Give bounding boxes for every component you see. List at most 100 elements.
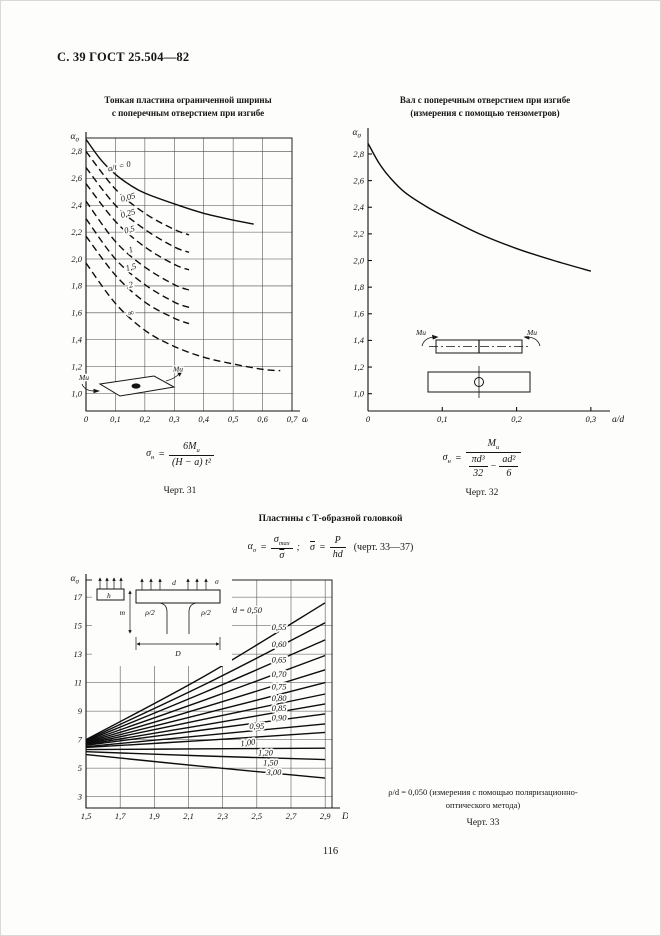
x-tick-label: 2,5 xyxy=(252,811,263,821)
curve-3,00 xyxy=(85,753,326,779)
fig32-title-line1: Вал с поперечным отверстием при изгибе xyxy=(399,95,571,105)
fig31-title: Тонкая пластина ограниченной ширины с по… xyxy=(60,94,316,120)
moment-left-label: Mи xyxy=(78,373,89,382)
curve-label: 0,80 xyxy=(272,693,288,703)
moment-left-arrow xyxy=(81,383,95,392)
curve-label: 1,5 xyxy=(124,261,137,273)
x-tick-label: 0,6 xyxy=(257,414,268,424)
y-tick-label: 2,8 xyxy=(71,146,82,156)
hole-icon xyxy=(131,383,141,389)
y-tick-label: 1,6 xyxy=(353,309,364,319)
curve-вал с отверстием xyxy=(367,142,592,272)
page-number: 116 xyxy=(322,846,339,857)
curve-0,90 xyxy=(85,713,326,746)
y-tick-label: 13 xyxy=(74,649,83,659)
fig33-note-line1: ρ/d = 0,050 (измерения с помощью поляриз… xyxy=(388,787,578,797)
x-tick-label: 0,3 xyxy=(169,414,180,424)
y-tick-label: 2,0 xyxy=(71,254,82,264)
curve-1,00 xyxy=(85,731,326,749)
fraction-1: σmax σ xyxy=(270,534,293,561)
curve-1 xyxy=(85,200,190,291)
y-tick-label: 17 xyxy=(74,592,83,602)
moment-left-arrowhead xyxy=(432,334,439,340)
equals-sign-2: = xyxy=(318,542,326,553)
curve-m/d = 0,50 xyxy=(85,602,326,741)
minus-sign: − xyxy=(490,460,497,472)
x-axis-label: a/H xyxy=(302,415,308,425)
denominator: σ xyxy=(279,550,285,561)
curve-0,75 xyxy=(85,681,326,744)
y-axis-label: ασ xyxy=(71,574,80,586)
y-tick-label: 1,0 xyxy=(353,388,364,398)
moment-right-arrowhead xyxy=(523,334,530,340)
moment-right-arrow xyxy=(165,373,180,382)
shaft-bending-sketch: Mи Mи xyxy=(416,327,541,398)
y-tick-label: 1,6 xyxy=(71,308,82,318)
curve-∞ xyxy=(85,262,281,372)
fig33-caption: Черт. 33 xyxy=(466,818,500,828)
moment-right-arrow xyxy=(527,336,541,347)
curve-label: 1,00 xyxy=(240,736,257,748)
x-tick-label: 0,2 xyxy=(140,414,151,424)
fig32-formula: σн = Mи πd³ 32 − ad² 6 xyxy=(338,438,626,479)
curve-label: 1,50 xyxy=(263,757,279,767)
curve-0,65 xyxy=(85,654,326,743)
curve-1,50 xyxy=(85,751,326,761)
fig31-formula: σн = 6Mи (H − a) t² xyxy=(52,441,308,468)
fig31-plot: 1,0 1,2 1,4 1,6 1,8 2,0 2,2 2,4 2,6 2,8 0 0,1 0,2 0,3… xyxy=(71,132,308,425)
D-label: D xyxy=(174,649,181,658)
y-tick-label: 5 xyxy=(78,763,82,773)
y-tick-label: 1,8 xyxy=(353,282,364,292)
y-tick-label: 3 xyxy=(77,791,82,801)
curve-a/t = 0 xyxy=(85,138,254,225)
y-tick-label: 7 xyxy=(78,734,83,744)
curve-label: 0,55 xyxy=(272,622,287,632)
x-tick-label: 1,9 xyxy=(149,811,160,821)
m-label: m xyxy=(120,608,126,617)
fig32-title: Вал с поперечным отверстием при изгибе (… xyxy=(352,94,618,120)
curve-label: 0,25 xyxy=(119,206,136,220)
moment-right-label: Mи xyxy=(526,328,537,337)
y-tick-label: 1,2 xyxy=(71,361,82,371)
x-tick-label: 0,2 xyxy=(511,414,522,424)
y-tick-label: 2,4 xyxy=(71,200,82,210)
strip-sketch xyxy=(96,588,125,601)
curve-label: 3,00 xyxy=(265,767,282,777)
x-tick-label: 1,5 xyxy=(81,811,92,821)
curve-0,5 xyxy=(85,183,190,271)
y-tick-label: 2,0 xyxy=(353,255,364,265)
curve-label: 0,70 xyxy=(272,669,288,679)
curve-label: 0,65 xyxy=(272,655,287,665)
moment-left-label: Mи xyxy=(416,328,426,337)
x-tick-label: 1,7 xyxy=(115,811,126,821)
semicolon: ; xyxy=(296,542,301,553)
x-tick-label: 2,9 xyxy=(320,811,331,821)
curve-label: 1,20 xyxy=(258,747,274,757)
x-tick-label: 2,3 xyxy=(217,811,228,821)
fraction-2: P hd xyxy=(329,535,346,560)
y-axis-label: ασ xyxy=(353,128,362,140)
curve-label: 0,05 xyxy=(119,190,136,204)
curve-1,5 xyxy=(85,218,190,309)
x-tick-label: 0,1 xyxy=(437,414,448,424)
curve-0,95 xyxy=(85,723,326,748)
sigma-bar: σ xyxy=(310,542,315,553)
y-tick-label: 1,0 xyxy=(71,388,82,398)
fig32-caption: Черт. 32 xyxy=(465,488,499,498)
curve-0,25 xyxy=(85,167,190,253)
equals-sign: = xyxy=(260,542,267,553)
curve-label: m/d = 0,50 xyxy=(224,605,262,615)
x-tick-label: 0,4 xyxy=(198,414,209,424)
curve-label: 0,75 xyxy=(272,682,287,692)
curve-0,60 xyxy=(85,639,326,742)
fig32-plot: 1,0 1,2 1,4 1,6 1,8 2,0 2,2 2,4 2,6 2,8 0 0,1 0,2 0,3… xyxy=(353,128,624,425)
curve-label: 1 xyxy=(127,244,134,255)
curve-2 xyxy=(85,235,190,325)
x-tick-label: 2,1 xyxy=(183,811,194,821)
numerator: Mи xyxy=(465,438,522,453)
sigma-nominal: σн xyxy=(146,448,155,461)
y-tick-label: 11 xyxy=(74,677,82,687)
x-tick-label: 0,7 xyxy=(287,414,298,424)
head-flange xyxy=(135,589,221,604)
